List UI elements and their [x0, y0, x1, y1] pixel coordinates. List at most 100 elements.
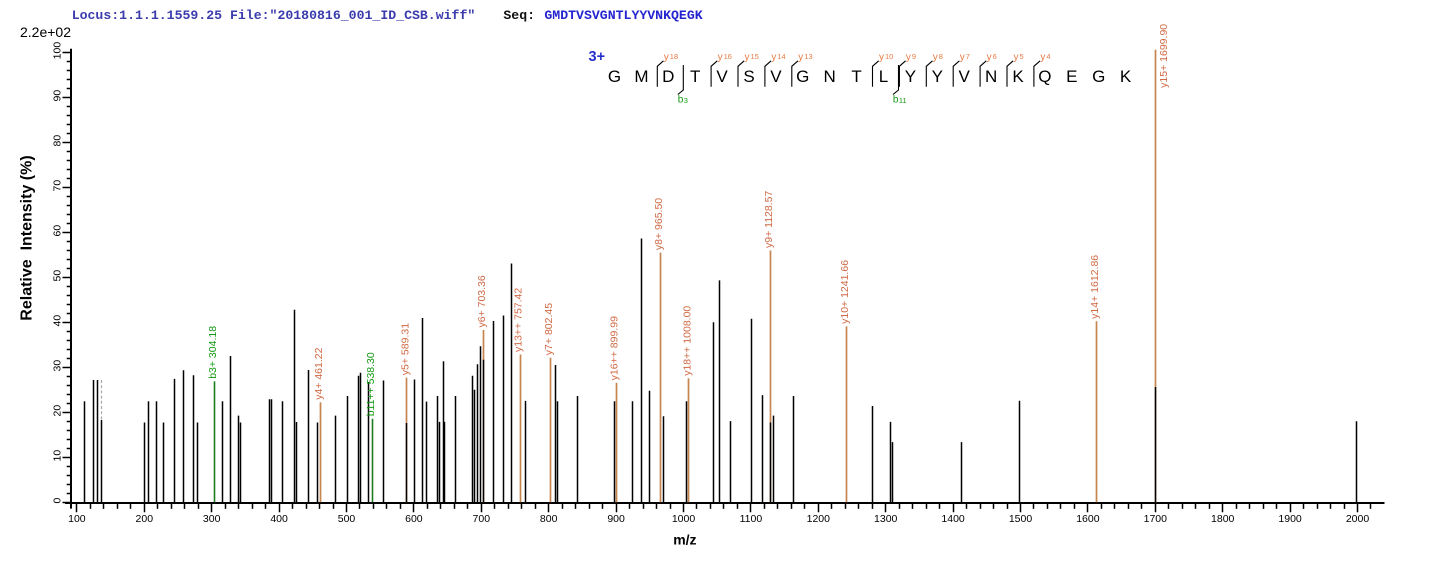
svg-text:500: 500 [338, 513, 356, 525]
svg-text:G: G [1092, 67, 1105, 86]
svg-text:y: y [906, 52, 911, 63]
svg-text:1700: 1700 [1144, 513, 1168, 525]
svg-text:Relative Intensity (%): Relative Intensity (%) [19, 155, 36, 320]
svg-text:40: 40 [52, 315, 64, 327]
svg-text:G: G [608, 67, 621, 86]
svg-text:y: y [960, 52, 965, 63]
svg-text:16: 16 [724, 52, 732, 61]
svg-text:T: T [690, 67, 700, 86]
svg-text:y10+ 1241.66: y10+ 1241.66 [839, 260, 851, 324]
svg-text:2000: 2000 [1346, 513, 1370, 525]
svg-text:70: 70 [52, 180, 64, 192]
svg-text:1800: 1800 [1211, 513, 1235, 525]
svg-text:y9+ 1128.57: y9+ 1128.57 [763, 191, 775, 248]
svg-text:G: G [796, 67, 809, 86]
svg-text:10: 10 [885, 52, 893, 61]
svg-text:700: 700 [473, 513, 491, 525]
svg-text:18: 18 [670, 52, 678, 61]
svg-text:900: 900 [607, 513, 625, 525]
svg-text:N: N [985, 67, 997, 86]
svg-text:90: 90 [52, 90, 64, 102]
svg-text:y6+ 703.36: y6+ 703.36 [476, 275, 488, 327]
svg-text:b: b [678, 95, 684, 106]
svg-text:b11++ 538.30: b11++ 538.30 [365, 352, 377, 416]
svg-text:1900: 1900 [1278, 513, 1302, 525]
svg-text:E: E [1066, 67, 1077, 86]
svg-text:1000: 1000 [672, 513, 696, 525]
svg-text:K: K [1012, 67, 1024, 86]
svg-text:y: y [987, 52, 992, 63]
svg-text:9: 9 [912, 52, 916, 61]
svg-text:7: 7 [966, 52, 970, 61]
svg-text:y: y [664, 52, 669, 63]
svg-text:K: K [1120, 67, 1132, 86]
svg-text:5: 5 [1020, 52, 1024, 61]
svg-text:4: 4 [1046, 52, 1050, 61]
svg-text:N: N [824, 67, 836, 86]
svg-text:y: y [745, 52, 750, 63]
svg-text:60: 60 [52, 225, 64, 237]
svg-text:Q: Q [1038, 67, 1051, 86]
svg-text:V: V [716, 67, 728, 86]
svg-text:L: L [879, 67, 888, 86]
svg-text:y7+ 802.45: y7+ 802.45 [543, 303, 555, 355]
svg-text:D: D [662, 67, 674, 86]
svg-text:11: 11 [899, 96, 907, 105]
svg-text:b: b [893, 95, 899, 106]
svg-text:Locus:1.1.1.1559.25 File:"2018: Locus:1.1.1.1559.25 File:"20180816_001_I… [72, 8, 476, 23]
svg-text:y13++ 757.42: y13++ 757.42 [513, 288, 525, 352]
svg-text:1100: 1100 [740, 513, 763, 525]
svg-text:y16++ 899.99: y16++ 899.99 [609, 316, 621, 380]
svg-text:200: 200 [136, 513, 154, 525]
svg-text:100: 100 [68, 513, 86, 525]
svg-text:y15+ 1699.90: y15+ 1699.90 [1158, 24, 1170, 88]
svg-text:y: y [771, 52, 776, 63]
svg-text:100: 100 [52, 42, 64, 60]
svg-text:2.2e+02: 2.2e+02 [20, 24, 71, 40]
svg-text:S: S [743, 67, 754, 86]
svg-text:y18++ 1008.00: y18++ 1008.00 [682, 306, 694, 376]
svg-text:y4+ 461.22: y4+ 461.22 [313, 347, 325, 399]
svg-text:GMDTVSVGNTLYYVNKQEGK: GMDTVSVGNTLYYVNKQEGK [544, 8, 702, 23]
svg-text:y: y [879, 52, 884, 63]
svg-text:1600: 1600 [1076, 513, 1100, 525]
svg-text:30: 30 [52, 360, 64, 372]
svg-text:Y: Y [905, 67, 916, 86]
svg-text:800: 800 [540, 513, 558, 525]
svg-text:m/z: m/z [673, 532, 696, 548]
svg-text:15: 15 [751, 52, 759, 61]
svg-text:y: y [1014, 52, 1019, 63]
svg-text:20: 20 [52, 405, 64, 417]
svg-text:0: 0 [52, 498, 64, 504]
svg-text:1400: 1400 [941, 513, 965, 525]
svg-text:1500: 1500 [1009, 513, 1033, 525]
svg-text:y5+ 589.31: y5+ 589.31 [399, 323, 411, 375]
svg-text:y8+ 965.50: y8+ 965.50 [653, 198, 665, 250]
svg-text:y: y [933, 52, 938, 63]
svg-text:M: M [634, 67, 648, 86]
svg-text:y: y [798, 52, 803, 63]
svg-text:Seq:: Seq: [503, 8, 535, 23]
svg-text:6: 6 [993, 52, 997, 61]
svg-text:300: 300 [203, 513, 221, 525]
svg-text:Y: Y [932, 67, 943, 86]
svg-text:T: T [851, 67, 861, 86]
svg-text:1200: 1200 [807, 513, 831, 525]
svg-text:1300: 1300 [874, 513, 898, 525]
svg-text:10: 10 [52, 450, 64, 462]
svg-text:13: 13 [804, 52, 812, 61]
svg-text:y: y [1040, 52, 1045, 63]
svg-text:80: 80 [52, 135, 64, 147]
svg-text:400: 400 [270, 513, 288, 525]
svg-text:V: V [770, 67, 782, 86]
svg-text:3: 3 [684, 96, 688, 105]
svg-text:V: V [959, 67, 971, 86]
svg-text:b3+ 304.18: b3+ 304.18 [207, 326, 219, 379]
svg-text:3+: 3+ [589, 49, 606, 65]
svg-text:y14+ 1612.86: y14+ 1612.86 [1089, 255, 1101, 319]
svg-text:50: 50 [52, 270, 64, 282]
svg-text:8: 8 [939, 52, 943, 61]
svg-text:14: 14 [777, 52, 785, 61]
svg-text:y: y [718, 52, 723, 63]
svg-text:600: 600 [405, 513, 423, 525]
